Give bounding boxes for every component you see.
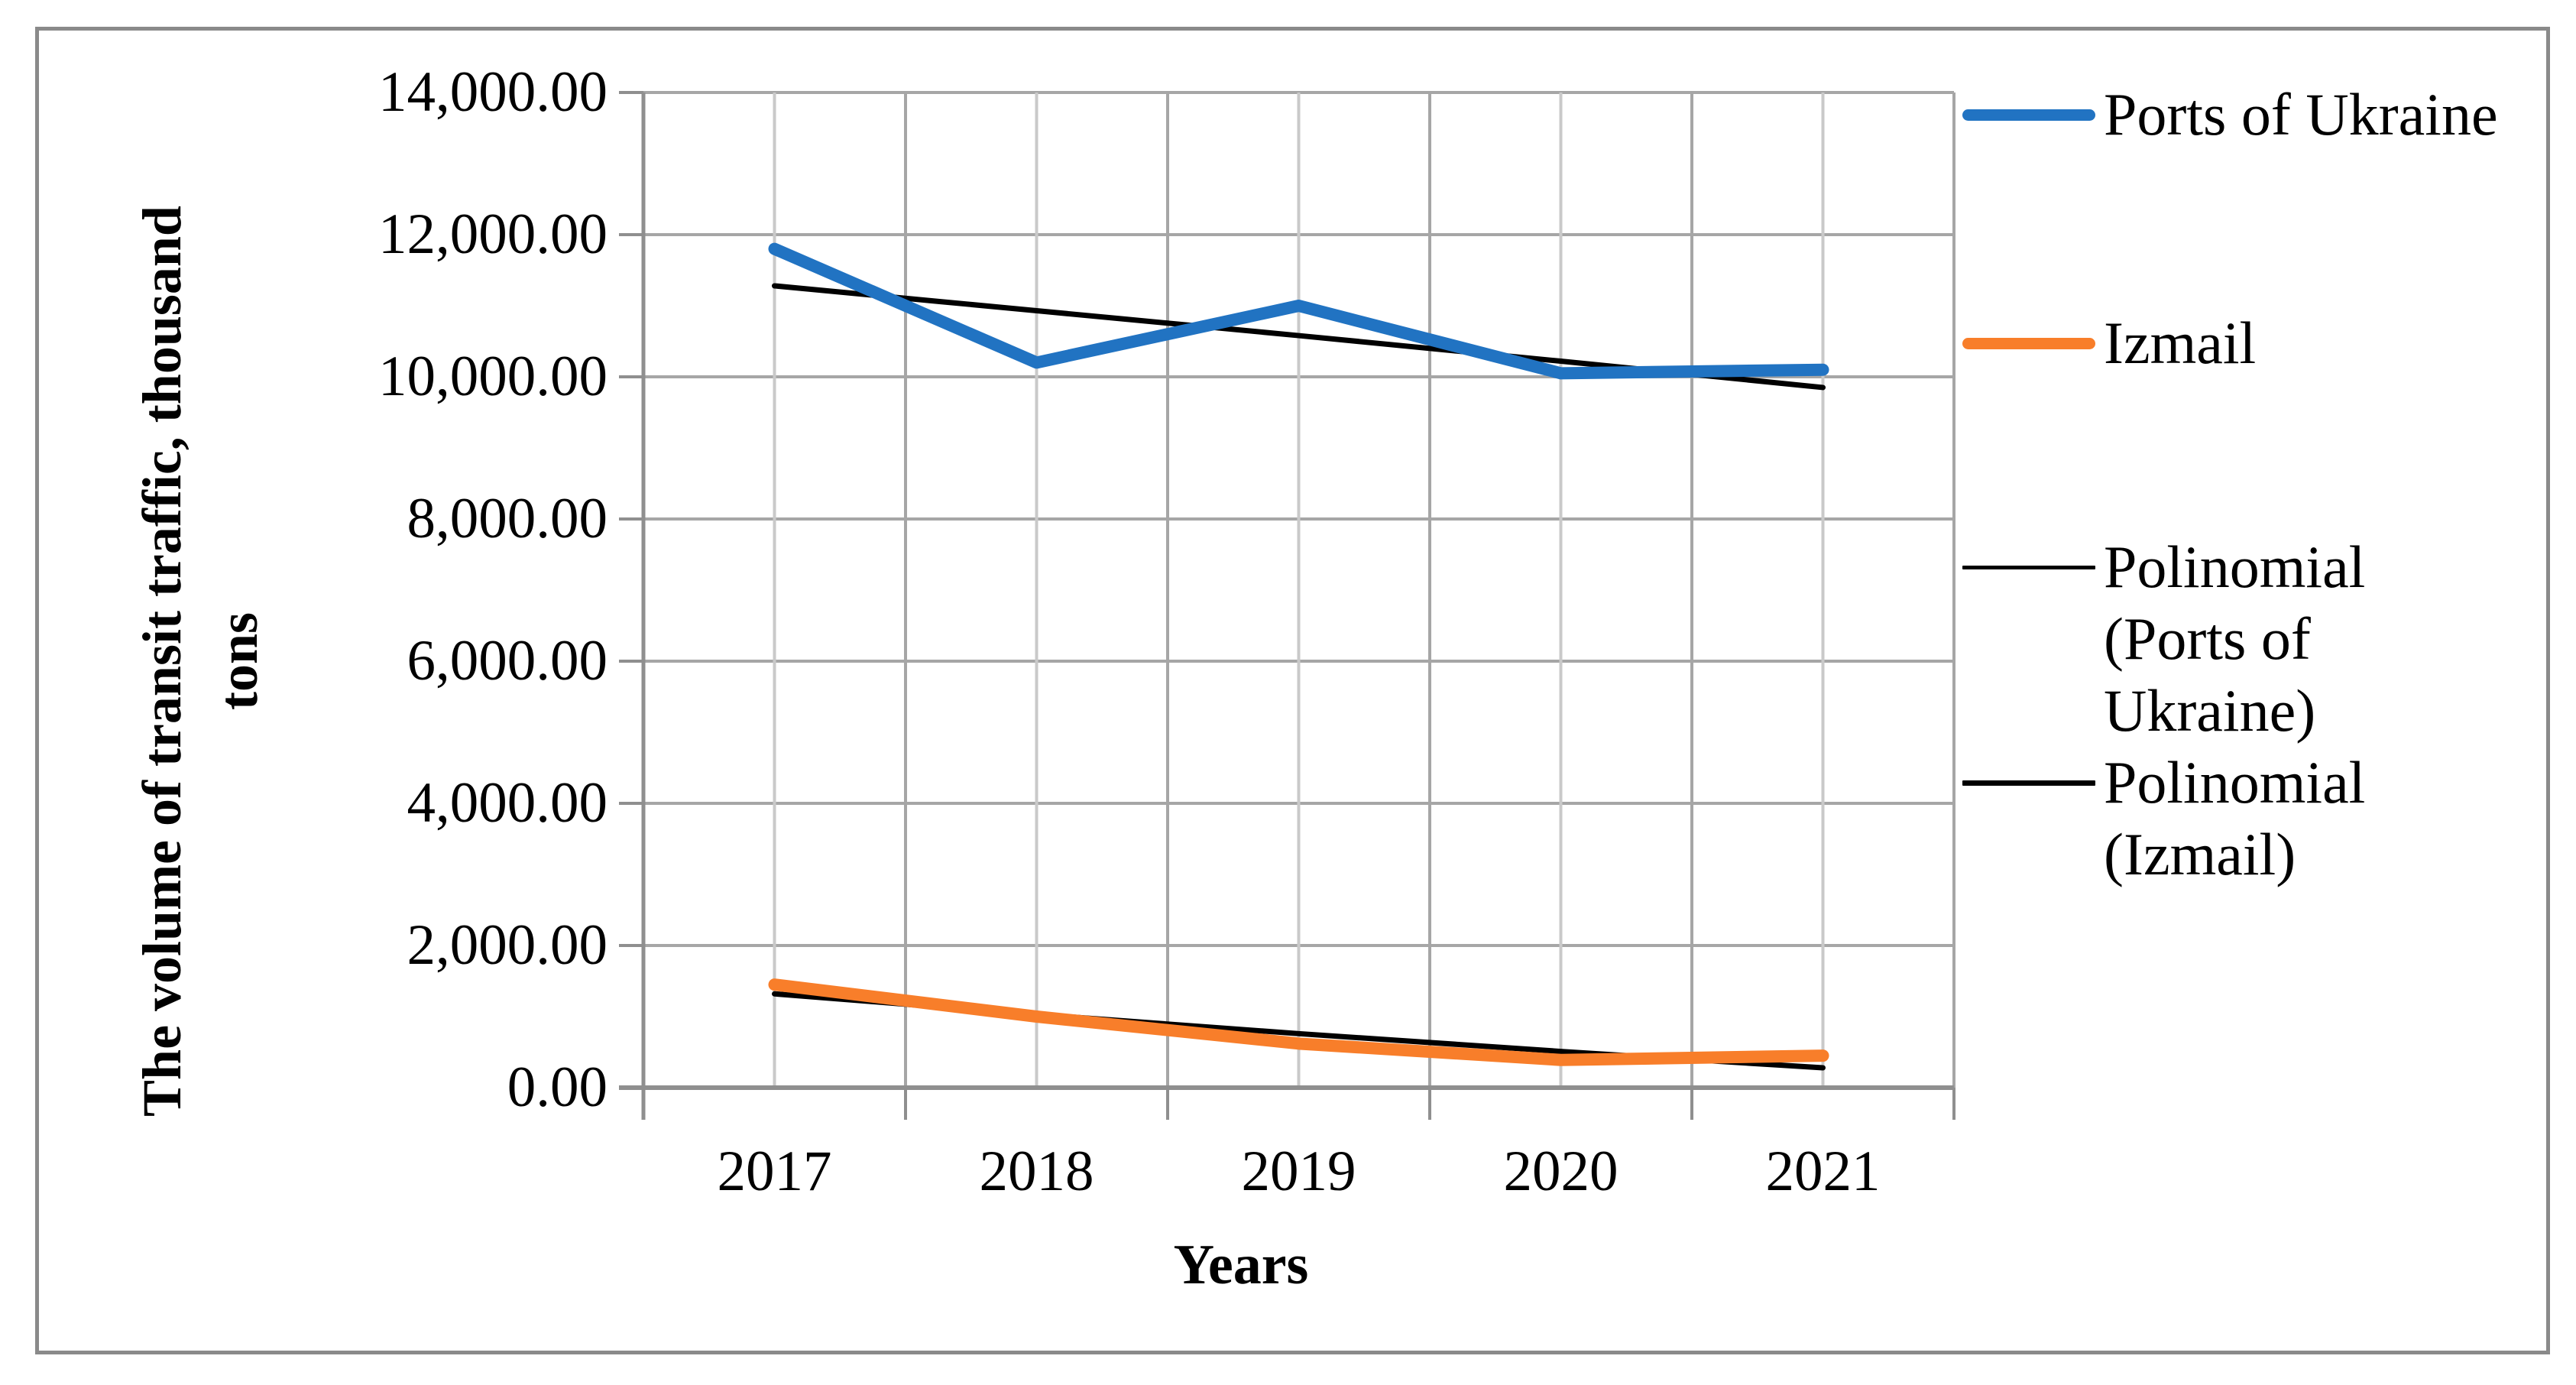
- legend-swatch-polinomial-izmail: [1962, 780, 2095, 786]
- legend-label-polinomial-izmail-line-2: (Izmail): [2104, 821, 2296, 887]
- y-tick-label-0: 0.00: [507, 1056, 608, 1119]
- x-tick-label-2017: 2017: [717, 1140, 832, 1203]
- x-axis-title: Years: [1173, 1234, 1309, 1296]
- figure-border: [35, 27, 2550, 1354]
- series-line-izmail: [768, 978, 1829, 1066]
- legend-label-polinomial-ports-of-ukraine-line-1: Polinomial: [2104, 534, 2366, 600]
- y-tick-label-4: 8,000.00: [407, 487, 608, 550]
- series-line-ports-of-ukraine: [768, 242, 1829, 380]
- legend-swatch-polinomial-ports-of-ukraine: [1962, 565, 2095, 569]
- legend-label-izmail-line-1: Izmail: [2104, 310, 2257, 376]
- x-tick-label-2018: 2018: [979, 1140, 1094, 1203]
- legend-label-polinomial-ports-of-ukraine-line-3: Ukraine): [2104, 677, 2316, 744]
- legend-label-polinomial-izmail-line-1: Polinomial: [2104, 749, 2366, 816]
- y-tick-label-3: 6,000.00: [407, 629, 608, 692]
- legend-swatch-ports-of-ukraine: [1962, 109, 2095, 121]
- legend-label-polinomial-ports-of-ukraine-line-2: (Ports of: [2104, 605, 2311, 672]
- legend-label-ports-of-ukraine-line-1: Ports of Ukraine: [2104, 81, 2498, 148]
- x-tick-label-2019: 2019: [1241, 1140, 1356, 1203]
- y-tick-label-6: 12,000.00: [378, 203, 608, 266]
- x-tick-label-2021: 2021: [1765, 1140, 1881, 1203]
- y-axis-title-line-1: The volume of transit traffic, thousand: [131, 206, 193, 1117]
- y-tick-label-5: 10,000.00: [378, 345, 608, 408]
- legend-swatch-izmail: [1962, 337, 2095, 349]
- y-tick-label-1: 2,000.00: [407, 913, 608, 977]
- y-tick-label-7: 14,000.00: [378, 60, 608, 124]
- x-tick-label-2020: 2020: [1503, 1140, 1619, 1203]
- y-tick-label-2: 4,000.00: [407, 771, 608, 835]
